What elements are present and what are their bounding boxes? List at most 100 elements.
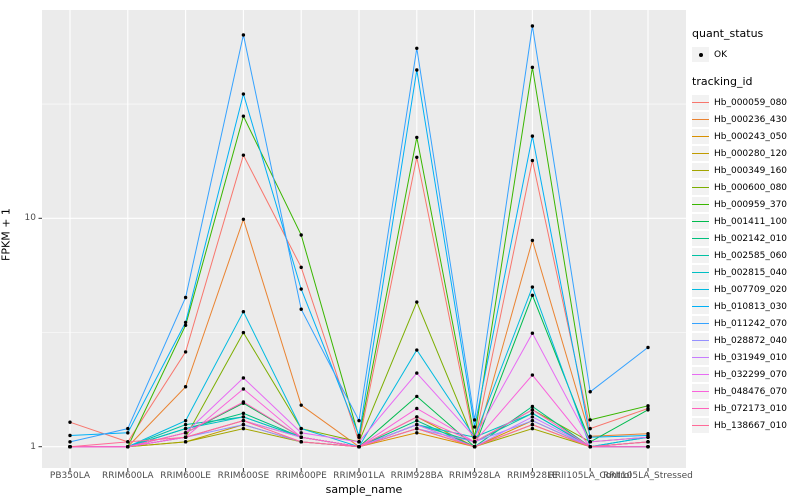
point-marker [646,435,650,439]
point-marker [588,390,592,394]
point-marker [299,440,303,444]
legend-item: Hb_000959_370 [692,197,798,212]
legend-item-label: Hb_000059_080 [714,97,788,108]
point-marker [126,445,130,449]
point-marker [68,420,72,424]
legend-quant-status-title: quant_status [692,27,764,40]
point-marker [415,371,419,375]
point-marker [241,387,246,391]
point-marker [241,92,246,96]
point-marker [126,440,130,444]
point-marker [530,24,535,28]
legend-item-label: Hb_000243_050 [714,131,788,142]
point-marker [241,415,246,419]
legend-swatch-line [692,254,709,257]
point-marker [299,233,303,237]
x-tick-label: RRIM901LA [333,471,385,481]
legend-quant-status: quant_status OK [692,27,798,62]
legend-tracking-id: tracking_id Hb_000059_080 Hb_000236_430 Hb… [692,75,798,433]
point-marker [357,445,361,449]
point-marker [183,350,188,354]
legend-item-label: Hb_032299_070 [714,369,788,380]
legend-item-ok: OK [692,47,798,62]
y-tick-label: 10 [24,213,36,224]
x-tick-label: RRIM600LE [160,471,211,481]
point-marker [183,426,188,431]
legend-item-label: Hb_048476_070 [714,386,788,397]
point-marker [241,33,246,37]
point-marker [241,418,246,423]
point-marker [241,400,246,404]
point-marker [126,426,130,431]
legend-item-label: Hb_138667_010 [714,420,788,431]
point-marker [415,135,419,140]
point-marker [183,431,188,435]
legend-swatch-line [692,271,709,274]
legend-item-label: Hb_000280_120 [714,148,788,159]
legend-item-label: Hb_000236_430 [714,114,788,125]
legend-key-box [692,350,709,365]
legend-item-label: Hb_002815_040 [714,267,788,278]
point-marker [415,300,419,304]
point-marker [646,408,650,412]
legend-item: Hb_032299_070 [692,367,798,382]
legend-item: Hb_002815_040 [692,265,798,280]
point-marker [530,373,535,377]
legend-key-box [692,265,709,280]
legend-item: Hb_000236_430 [692,112,798,127]
legend-item: Hb_007709_020 [692,282,798,297]
point-marker [530,293,535,298]
point-marker [183,440,188,444]
point-marker [415,46,419,51]
point-marker [299,426,303,431]
y-axis-title: FPKM + 1 [0,208,13,261]
point-marker-icon [698,52,703,57]
x-tick-label: RRIM600LA [102,471,154,481]
legend-key-box [692,401,709,416]
legend-key-box [692,231,709,246]
point-marker [183,323,188,328]
point-marker [299,287,303,291]
legend-item: Hb_010813_030 [692,299,798,314]
point-marker [183,385,188,389]
legend-key-box [692,299,709,314]
legend-key-box [692,180,709,195]
point-marker [530,331,535,335]
point-marker [472,425,477,429]
legend-swatch-line [692,356,709,359]
point-marker [588,418,592,422]
legend-item: Hb_072173_010 [692,401,798,416]
point-marker [646,345,650,350]
legend-item: Hb_138667_010 [692,418,798,433]
legend-key-box [692,316,709,331]
point-marker [241,376,246,380]
point-marker [415,155,419,159]
legend-item: Hb_031949_010 [692,350,798,365]
legend-key-box [692,248,709,263]
legend-swatch-line [692,424,709,427]
legend-swatch-line [692,169,709,172]
point-marker [183,435,188,439]
point-marker [588,426,592,431]
point-marker [241,426,246,431]
x-tick-label: RRII105LA_Control [548,471,632,481]
x-tick-label: RRIM600PE [275,471,327,481]
y-tick-label: 1 [30,441,36,452]
legend-item-label: Hb_072173_010 [714,403,788,414]
point-marker [646,445,650,449]
point-marker [472,418,477,422]
point-marker [530,285,535,289]
legend-tracking-id-items: Hb_000059_080 Hb_000236_430 Hb_000243_050 H… [692,95,798,433]
x-axis-title: sample_name [325,483,403,496]
legend-key-box [692,163,709,178]
point-marker [183,320,188,325]
point-marker [530,415,535,419]
point-marker [415,415,419,419]
point-marker [415,394,419,399]
point-marker [588,435,592,439]
point-marker [241,330,246,335]
point-marker [126,431,130,435]
point-marker [530,426,535,431]
point-marker [415,406,419,411]
legend-item-label: Hb_000600_080 [714,182,788,193]
